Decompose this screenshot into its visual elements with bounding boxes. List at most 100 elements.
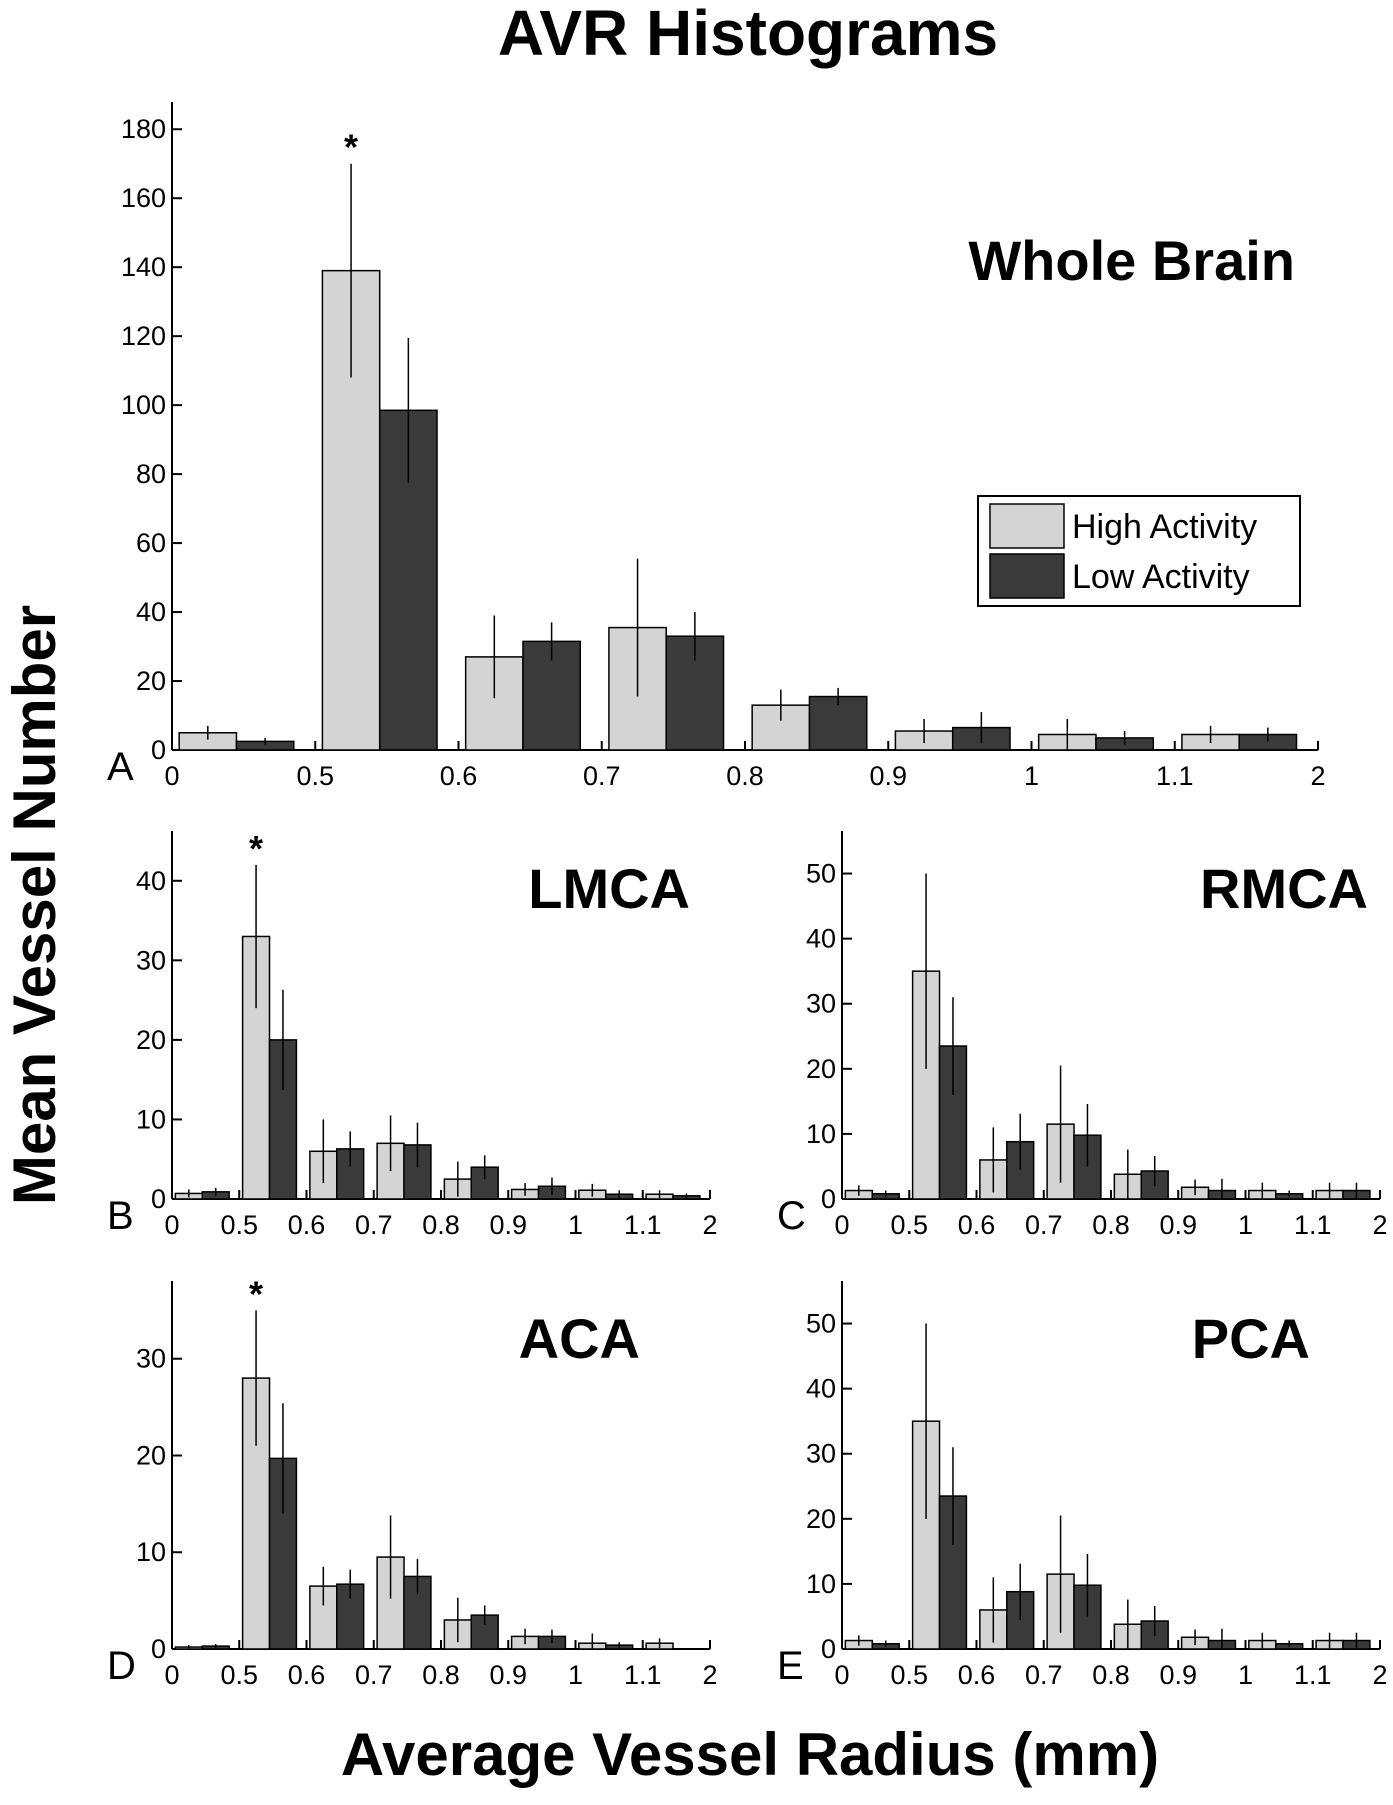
x-tick-label: 0.9 [489, 1660, 527, 1690]
y-axis-label: Mean Vessel Number [1, 605, 68, 1205]
y-tick-label: 20 [136, 1025, 166, 1055]
y-tick-label: 180 [121, 114, 166, 144]
x-tick-label: 1 [1024, 761, 1039, 791]
x-tick-label: 0.6 [440, 761, 478, 791]
y-tick-label: 80 [136, 459, 166, 489]
x-tick-label: 0.9 [1159, 1210, 1197, 1240]
x-tick-label: 0.8 [726, 761, 764, 791]
y-tick-label: 20 [136, 1440, 166, 1470]
legend-label: High Activity [1072, 508, 1257, 546]
panel-title: ACA [519, 1307, 640, 1370]
bar-low [808, 695, 868, 751]
significance-marker: * [344, 127, 358, 168]
x-tick-label: 0 [164, 761, 179, 791]
y-tick-label: 30 [136, 1344, 166, 1374]
x-tick-label: 1.1 [1156, 761, 1194, 791]
x-tick-label: 2 [702, 1660, 717, 1690]
significance-marker: * [249, 828, 263, 869]
x-tick-label: 0.6 [288, 1210, 326, 1240]
x-tick-label: 0.5 [220, 1660, 258, 1690]
y-tick-label: 40 [136, 866, 166, 896]
x-tick-label: 1.1 [624, 1660, 662, 1690]
x-tick-label: 2 [702, 1210, 717, 1240]
y-tick-label: 160 [121, 183, 166, 213]
x-tick-label: 0.7 [1025, 1660, 1063, 1690]
y-tick-label: 0 [151, 1184, 166, 1214]
legend-label: Low Activity [1072, 558, 1250, 596]
x-tick-label: 0 [164, 1210, 179, 1240]
panel-title: Whole Brain [968, 229, 1295, 292]
x-tick-label: 1 [568, 1660, 583, 1690]
x-tick-label: 0.6 [958, 1210, 996, 1240]
legend-swatch [989, 503, 1065, 549]
significance-marker: * [249, 1273, 263, 1314]
panel-title: PCA [1192, 1307, 1310, 1370]
panel-title: RMCA [1200, 857, 1368, 920]
x-tick-label: 1.1 [1294, 1660, 1332, 1690]
panel-d: 0 10 20 30 0 0.5 0.6 0.7 0.8 0.9 1 1.1 2 * ACA D [107, 1273, 718, 1690]
y-tick-label: 60 [136, 528, 166, 558]
x-tick-label: 0.7 [355, 1210, 393, 1240]
panel-letter: E [777, 1644, 804, 1688]
x-tick-label: 0 [164, 1660, 179, 1690]
x-tick-label: 0.9 [1159, 1660, 1197, 1690]
y-tick-label: 120 [121, 321, 166, 351]
x-tick-label: 0.8 [1092, 1660, 1130, 1690]
y-tick-label: 0 [151, 735, 166, 765]
y-tick-label: 50 [806, 859, 836, 889]
panel-title: LMCA [528, 857, 690, 920]
panel-c: 0 10 20 30 40 50 0 0.5 0.6 0.7 0.8 0.9 1 1.1 2 RMCA C [777, 831, 1388, 1240]
x-tick-label: 1.1 [1294, 1210, 1332, 1240]
x-tick-label: 0.5 [890, 1660, 928, 1690]
x-tick-label: 0 [834, 1210, 849, 1240]
x-tick-label: 0.5 [296, 761, 334, 791]
panel-a: 0 20 40 60 80 100 120 140 160 180 0 0.5 0.6 0.7 0.8 0.9… [107, 102, 1326, 791]
x-tick-label: 2 [1372, 1660, 1387, 1690]
x-tick-label: 0.7 [355, 1660, 393, 1690]
x-tick-label: 0.8 [422, 1660, 460, 1690]
y-tick-label: 10 [136, 1104, 166, 1134]
panel-letter: A [107, 745, 134, 789]
x-tick-label: 0.8 [422, 1210, 460, 1240]
panel-b: 0 10 20 30 40 0 0.5 0.6 0.7 0.8 0.9 1 1.1 2 * LMCA B [107, 828, 718, 1240]
x-tick-label: 1.1 [624, 1210, 662, 1240]
y-tick-label: 40 [806, 1374, 836, 1404]
y-tick-label: 0 [821, 1634, 836, 1664]
x-tick-label: 0.7 [1025, 1210, 1063, 1240]
x-tick-label: 0 [834, 1660, 849, 1690]
y-tick-label: 30 [136, 945, 166, 975]
y-tick-label: 10 [136, 1537, 166, 1567]
legend-swatch [989, 553, 1065, 599]
x-tick-label: 0.9 [489, 1210, 527, 1240]
y-tick-label: 30 [806, 989, 836, 1019]
x-tick-label: 1 [1238, 1210, 1253, 1240]
panel-letter: B [107, 1194, 134, 1238]
y-tick-label: 40 [806, 924, 836, 954]
x-tick-label: 2 [1372, 1210, 1387, 1240]
x-tick-label: 0.5 [890, 1210, 928, 1240]
x-tick-label: 0.6 [958, 1660, 996, 1690]
x-tick-label: 2 [1310, 761, 1325, 791]
y-tick-label: 50 [806, 1309, 836, 1339]
x-tick-label: 0.8 [1092, 1210, 1130, 1240]
y-tick-label: 10 [806, 1119, 836, 1149]
x-tick-label: 0.5 [220, 1210, 258, 1240]
y-tick-label: 0 [821, 1184, 836, 1214]
x-tick-label: 0.9 [869, 761, 907, 791]
y-tick-label: 30 [806, 1439, 836, 1469]
y-tick-label: 100 [121, 390, 166, 420]
x-axis-label: Average Vessel Radius (mm) [341, 1721, 1159, 1788]
y-tick-label: 0 [151, 1634, 166, 1664]
figure-title: AVR Histograms [498, 0, 998, 69]
x-tick-label: 0.7 [583, 761, 621, 791]
x-tick-label: 1 [568, 1210, 583, 1240]
x-tick-label: 0.6 [288, 1660, 326, 1690]
y-tick-label: 20 [806, 1054, 836, 1084]
x-tick-label: 1 [1238, 1660, 1253, 1690]
panel-e: 0 10 20 30 40 50 0 0.5 0.6 0.7 0.8 0.9 1 1.1 2 PCA E [777, 1281, 1388, 1690]
panel-letter: C [777, 1194, 806, 1238]
